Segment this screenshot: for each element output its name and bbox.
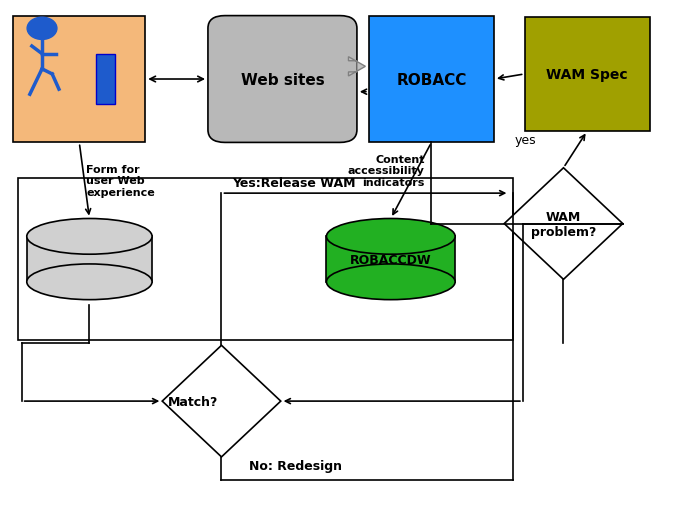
Bar (369, 17, 494, 143)
Text: WAM
problem?: WAM problem? (531, 210, 596, 238)
Bar (13, 17, 146, 143)
Polygon shape (505, 168, 623, 280)
Bar (326, 237, 455, 282)
Text: Form for
user Web
experience: Form for user Web experience (86, 164, 155, 197)
Text: Web sites: Web sites (241, 72, 324, 88)
Text: Yes:Release WAM: Yes:Release WAM (232, 177, 355, 190)
Bar (18, 179, 513, 341)
Text: Match?: Match? (168, 395, 218, 408)
Circle shape (27, 18, 57, 40)
Text: Content
accessibility
indicators: Content accessibility indicators (347, 154, 424, 187)
Bar (524, 18, 650, 132)
Ellipse shape (326, 264, 455, 300)
Text: ROBACC: ROBACC (396, 72, 466, 88)
Text: yes: yes (515, 133, 537, 147)
Text: WAM Spec: WAM Spec (546, 68, 628, 82)
Text: No: Redesign: No: Redesign (249, 459, 341, 472)
Bar (27, 237, 152, 282)
Ellipse shape (27, 264, 152, 300)
Ellipse shape (326, 219, 455, 254)
FancyBboxPatch shape (208, 17, 357, 143)
FancyArrow shape (348, 58, 365, 77)
Bar (96, 54, 115, 105)
Polygon shape (163, 346, 281, 457)
Text: ROBACCDW: ROBACCDW (350, 253, 432, 266)
Ellipse shape (27, 219, 152, 254)
